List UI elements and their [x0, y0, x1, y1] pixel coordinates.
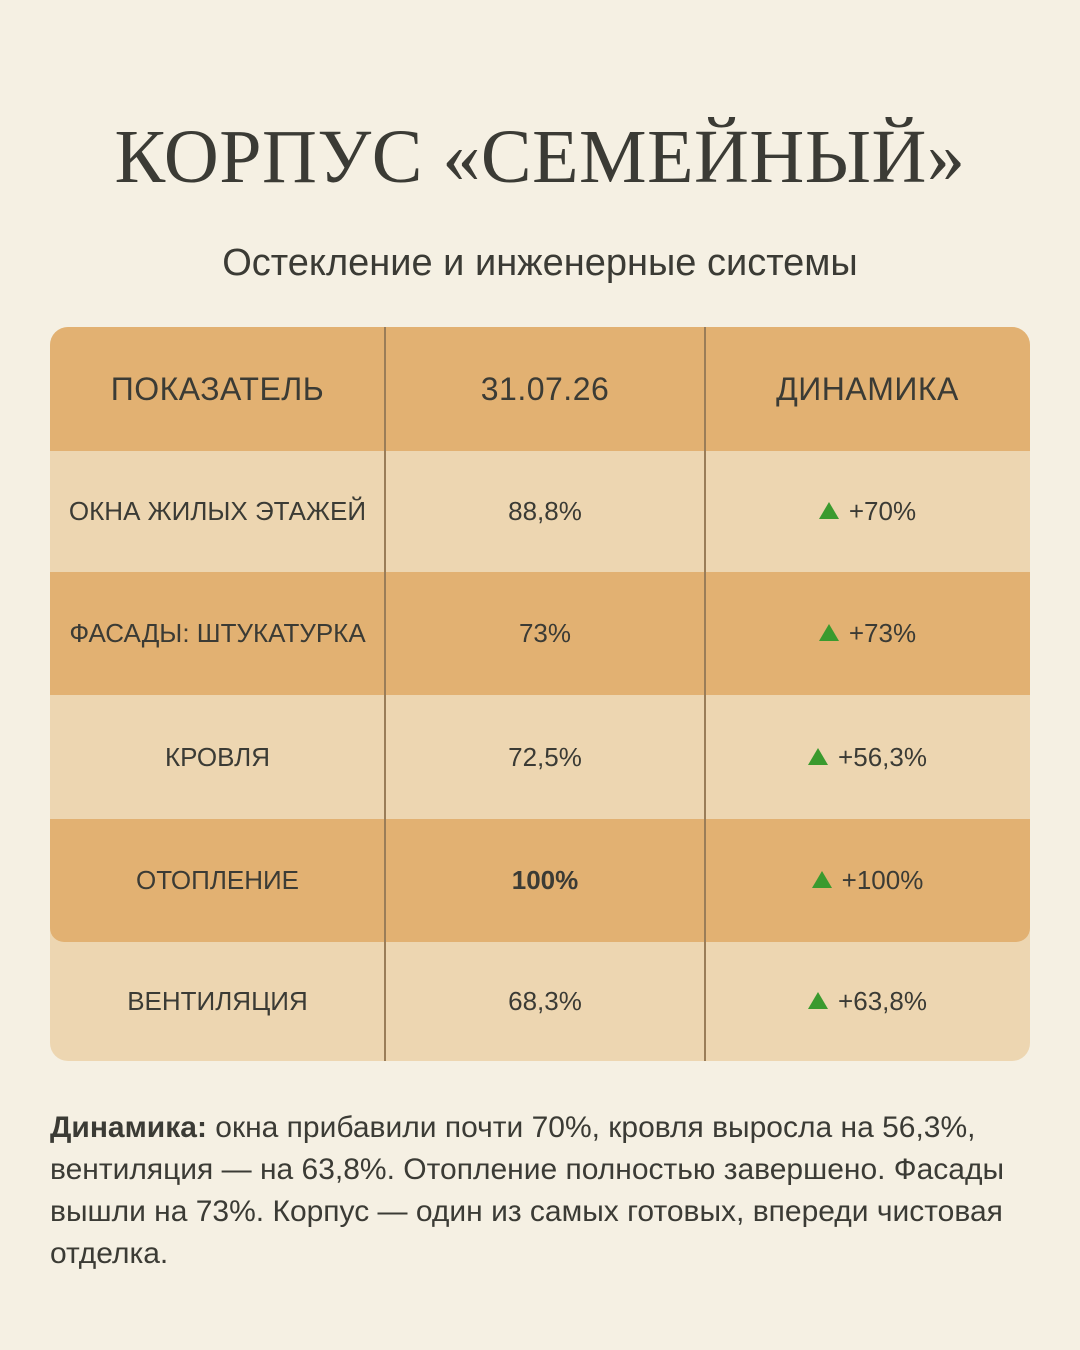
triangle-up-icon: [818, 502, 839, 519]
summary-label: Динамика:: [50, 1111, 207, 1144]
row-delta-text: +73%: [848, 618, 917, 648]
row-delta: +56,3%: [705, 695, 1030, 819]
row-delta: +100%: [705, 819, 1030, 942]
column-divider: [704, 327, 706, 1061]
row-delta-text: +100%: [841, 865, 924, 895]
column-divider: [384, 327, 386, 1061]
row-delta-text: +56,3%: [838, 741, 927, 772]
row-value: 88,8%: [508, 496, 582, 526]
table-row: ВЕНТИЛЯЦИЯ 68,3% +63,8%: [50, 942, 1030, 1061]
header-indicator: ПОКАЗАТЕЛЬ: [110, 370, 325, 407]
triangle-up-icon: [808, 747, 829, 765]
row-value: 73%: [518, 618, 572, 648]
row-delta: +63,8%: [705, 942, 1030, 1061]
triangle-up-icon: [811, 871, 832, 888]
row-value: 68,3%: [508, 986, 582, 1016]
triangle-up-icon: [808, 992, 829, 1009]
summary-note: Динамика: окна прибавили почти 70%, кров…: [50, 1107, 1010, 1275]
row-name: ФАСАДЫ: ШТУКАТУРКА: [69, 618, 366, 648]
header-dynamics: ДИНАМИКА: [776, 370, 959, 407]
table-row: КРОВЛЯ 72,5% +56,3%: [50, 695, 1030, 819]
row-delta-text: +70%: [848, 496, 917, 526]
table-row: ОТОПЛЕНИЕ 100% +100%: [50, 819, 1030, 942]
summary-text: окна прибавили почти 70%, кровля выросла…: [50, 1111, 1005, 1270]
row-value: 100%: [511, 865, 579, 895]
triangle-up-icon: [818, 624, 839, 641]
table-row: ОКНА ЖИЛЫХ ЭТАЖЕЙ 88,8% +70%: [50, 451, 1030, 572]
table-row: ФАСАДЫ: ШТУКАТУРКА 73% +73%: [50, 572, 1030, 695]
table-header-row: ПОКАЗАТЕЛЬ 31.07.26 ДИНАМИКА: [50, 327, 1030, 451]
page-subtitle: Остекление и инженерные системы: [222, 242, 858, 284]
header-date: 31.07.26: [480, 370, 610, 407]
progress-table: ПОКАЗАТЕЛЬ 31.07.26 ДИНАМИКА ОКНА ЖИЛЫХ …: [50, 327, 1030, 1061]
row-delta-text: +63,8%: [838, 986, 927, 1016]
row-value: 72,5%: [508, 741, 582, 772]
row-name: КРОВЛЯ: [164, 741, 271, 772]
row-delta: +70%: [705, 451, 1030, 572]
row-name: ОТОПЛЕНИЕ: [135, 865, 300, 895]
row-name: ОКНА ЖИЛЫХ ЭТАЖЕЙ: [68, 496, 367, 526]
page-title: КОРПУС «СЕМЕЙНЫЙ»: [114, 115, 966, 199]
row-name: ВЕНТИЛЯЦИЯ: [127, 986, 308, 1016]
row-delta: +73%: [705, 572, 1030, 695]
